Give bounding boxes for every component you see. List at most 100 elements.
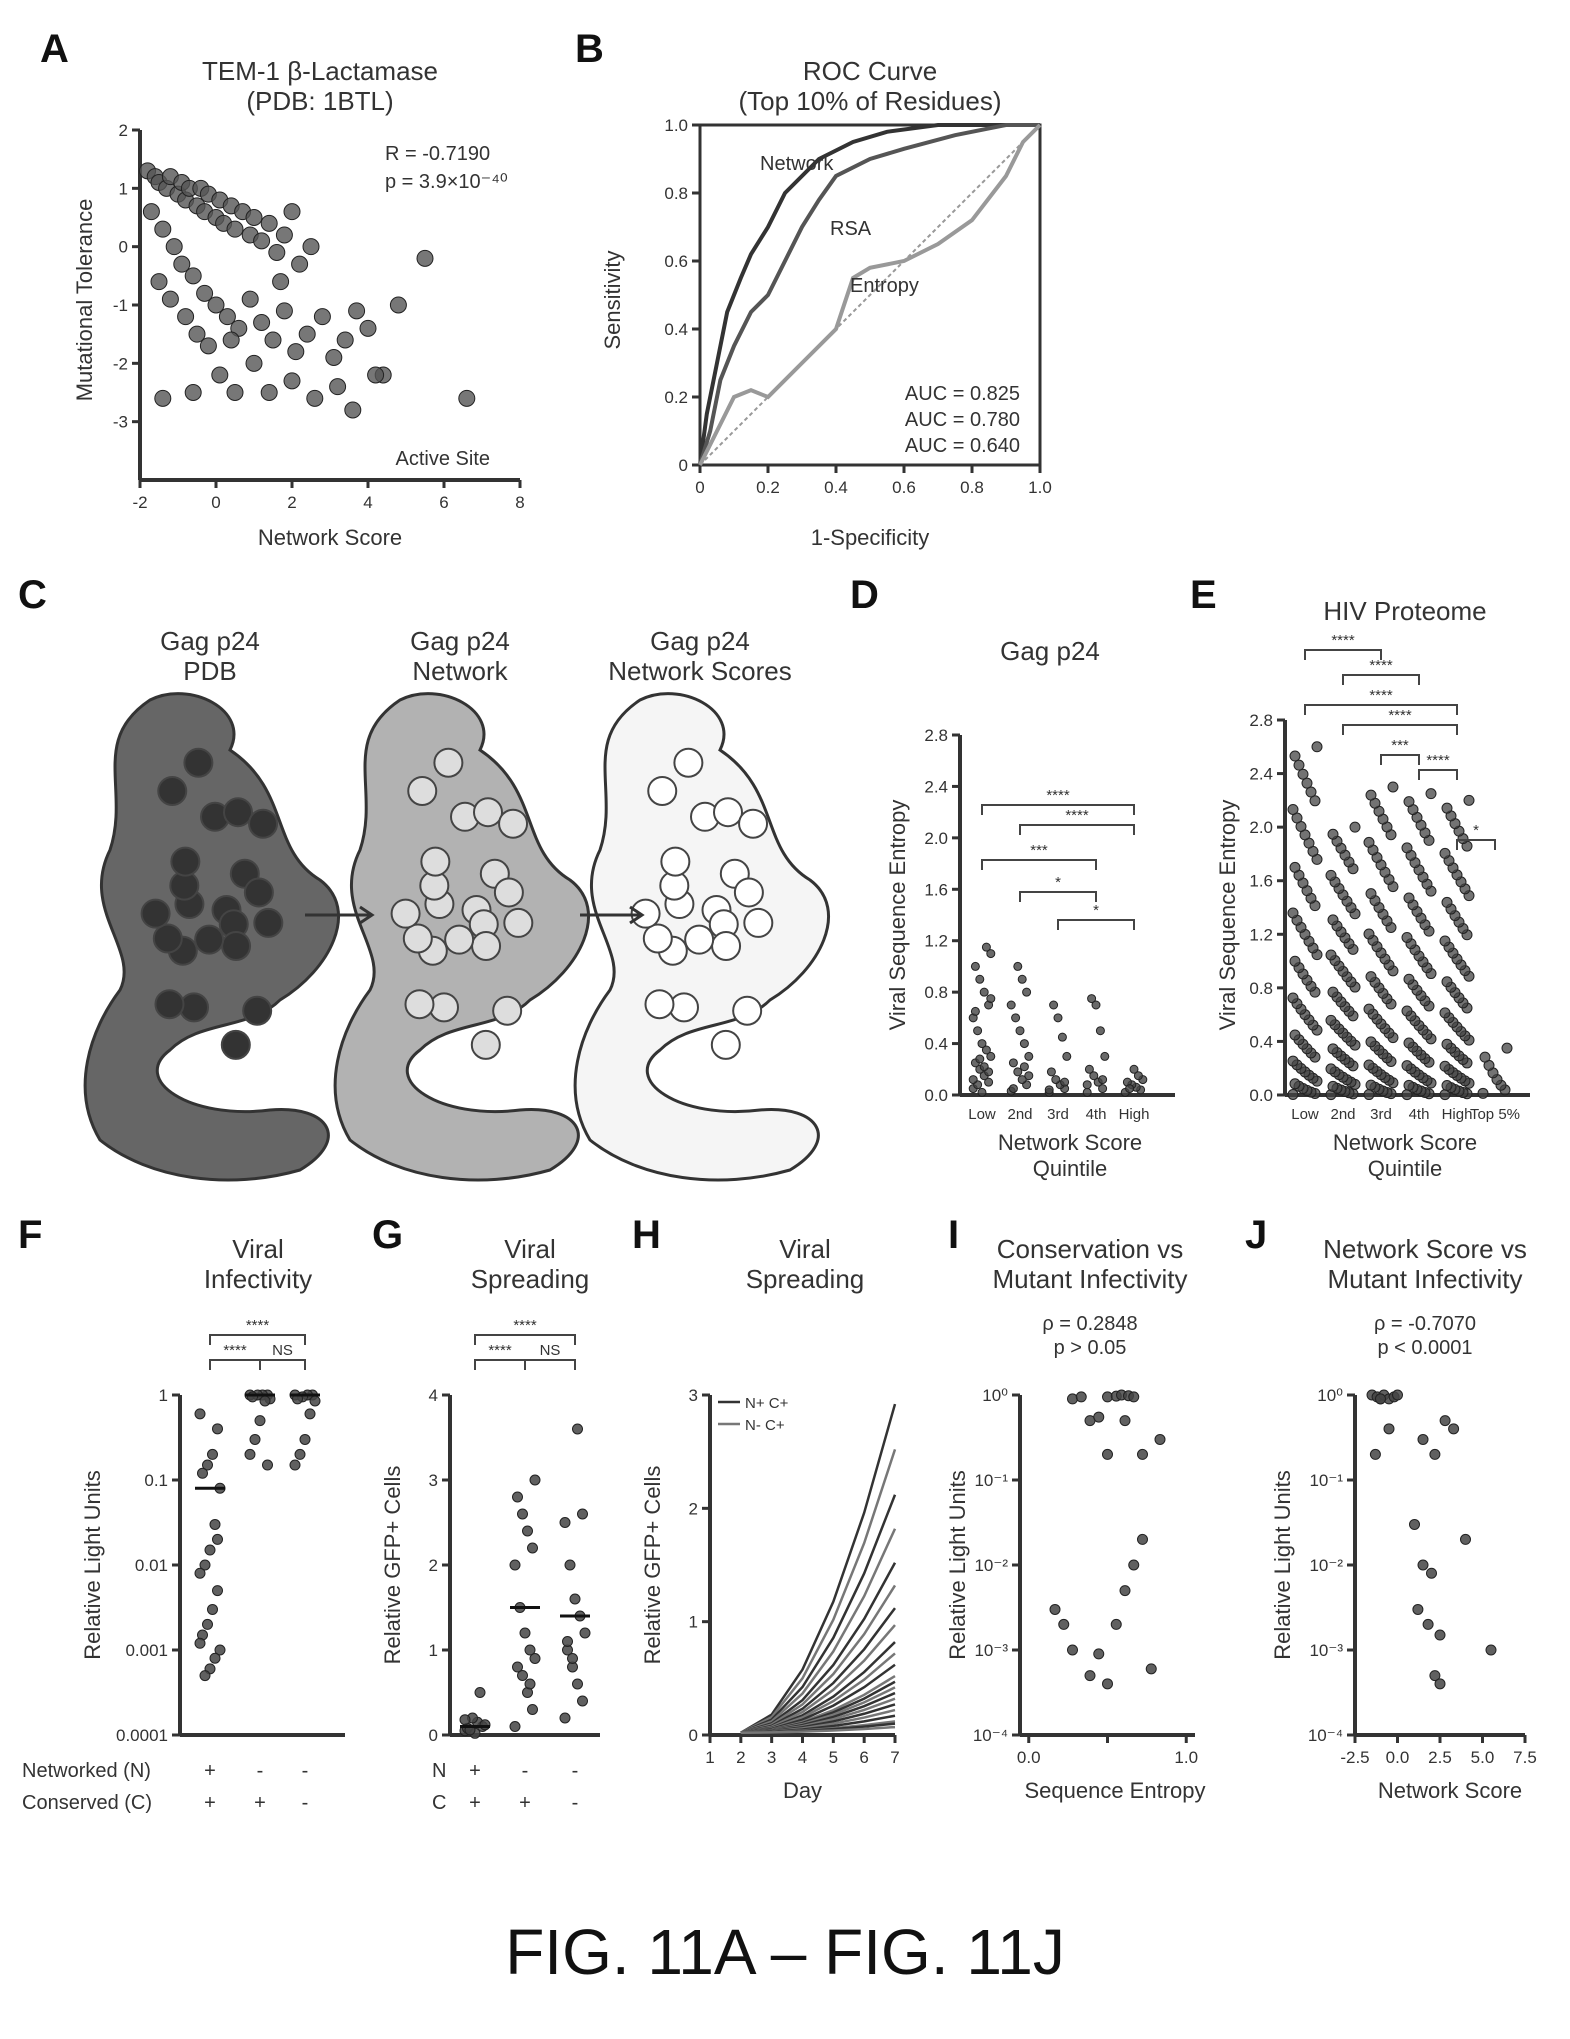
panel-c-residue-0-9 — [152, 923, 183, 954]
panel-e-sig-3-label: **** — [1388, 707, 1412, 724]
panel-b-xtick-label-0: 0 — [695, 478, 704, 497]
panel-f-point-1-10 — [262, 1459, 273, 1471]
panel-d-point-0-7 — [977, 1039, 987, 1049]
panel-d-category-4: High — [1119, 1106, 1150, 1123]
panel-a-point-31 — [173, 255, 191, 273]
panel-d-sig-4-label: * — [1093, 902, 1099, 919]
panel-d-point-0-11 — [979, 987, 989, 997]
panel-d-sig-0-bracket — [981, 804, 1135, 815]
panel-e-sig-1-bracket — [1342, 674, 1420, 685]
panel-g-ytick-label-4: 4 — [429, 1386, 438, 1405]
panel-j-point-15 — [1426, 1567, 1437, 1579]
panel-e-point-0-45 — [1289, 861, 1301, 873]
panel-g-row-value-0-2: - — [572, 1760, 579, 1782]
panel-h-curve-21 — [740, 1725, 896, 1734]
panel-d-point-2-10 — [1060, 1077, 1070, 1087]
panel-j-ytick-label-4: 10⁰ — [1317, 1386, 1343, 1405]
panel-d-ytick-label-3: 1.2 — [924, 932, 948, 951]
panel-d-point-2-7 — [1053, 1013, 1063, 1023]
panel-e-sig-1-label: **** — [1369, 657, 1393, 674]
panel-g-point-2-5 — [579, 1627, 591, 1639]
panel-a-point-27 — [302, 238, 320, 256]
panel-f-point-0-10 — [212, 1585, 223, 1597]
panel-a-point-43 — [313, 308, 331, 326]
panel-j-point-7 — [1369, 1448, 1381, 1460]
panel-d-point-1-2 — [1017, 1075, 1027, 1085]
panel-f-sig-2-label: NS — [272, 1342, 293, 1359]
panel-i-point-22 — [1110, 1618, 1122, 1630]
panel-j-point-14 — [1417, 1559, 1429, 1571]
panel-e-point-4-26 — [1439, 1007, 1451, 1019]
panel-a-point-51 — [161, 290, 179, 308]
panel-f-point-1-8 — [249, 1433, 261, 1445]
panel-f-point-1-6 — [259, 1395, 271, 1407]
panel-j-point-20 — [1460, 1533, 1471, 1545]
panel-a-point-65 — [458, 389, 476, 407]
panel-g-point-1-6 — [524, 1644, 536, 1656]
panel-h-curve-2 — [740, 1494, 897, 1734]
panel-a-point-41 — [287, 343, 305, 361]
panel-i-title-0: Conservation vs — [997, 1234, 1183, 1264]
panel-h-ytick-label-0: 0 — [689, 1726, 698, 1745]
panel-e-ytick-label-2: 0.8 — [1249, 979, 1273, 998]
panel-g-point-2-9 — [559, 1517, 571, 1528]
panel-letter-d: D — [850, 573, 879, 617]
panel-g-point-0-9 — [459, 1714, 471, 1726]
panel-e-point-4-58 — [1441, 802, 1453, 814]
panel-j-xtick-label-0: -2.5 — [1340, 1748, 1369, 1767]
panel-c-residue-0-17 — [140, 898, 171, 929]
panel-a-point-35 — [218, 308, 236, 326]
panel-f-point-0-17 — [199, 1670, 211, 1682]
panel-a-point-42 — [298, 325, 316, 343]
panel-c-residue-2-10 — [712, 797, 743, 828]
panel-e-point-3-45 — [1403, 892, 1415, 904]
panel-i-point-12 — [1049, 1603, 1061, 1615]
panel-d-sig-4-bracket — [1057, 919, 1135, 930]
panel-i-point-9 — [1102, 1448, 1113, 1460]
panel-a-ytick-label-0: -3 — [113, 413, 128, 432]
panel-d-sig-2-bracket — [981, 859, 1097, 870]
panel-d-sig-0-label: **** — [1046, 787, 1070, 804]
panel-d-category-2: 3rd — [1047, 1106, 1069, 1123]
panel-j-point-23 — [1375, 1393, 1386, 1405]
panel-j-point-10 — [1429, 1448, 1441, 1460]
panel-b-series-rsa — [698, 123, 1040, 466]
panel-d-point-1-3 — [1013, 1067, 1023, 1077]
panel-letter-i: I — [948, 1213, 959, 1257]
panel-e-sig-0-label: **** — [1331, 632, 1355, 649]
panel-g-point-1-13 — [512, 1491, 523, 1503]
panel-e-point-2-32 — [1365, 971, 1377, 983]
panel-e-sig-5-bracket — [1418, 769, 1458, 780]
panel-b-auc-1: AUC = 0.780 — [905, 409, 1020, 431]
panel-f-title-1: Infectivity — [204, 1264, 312, 1294]
panel-j-point-12 — [1448, 1423, 1460, 1435]
panel-c-residue-0-16 — [221, 930, 252, 961]
panel-b-xtick-label-1: 0.2 — [756, 478, 780, 497]
panel-i-point-17 — [1119, 1585, 1131, 1597]
panel-a-point-22 — [260, 214, 278, 232]
panel-letter-j: J — [1245, 1213, 1267, 1257]
panel-a-ytick-label-3: 0 — [119, 238, 128, 257]
panel-c-residue-1-19 — [444, 924, 475, 955]
panel-i-point-1 — [1075, 1391, 1087, 1403]
panel-g-sig-1-bracket — [474, 1359, 526, 1370]
panel-a-point-34 — [207, 296, 225, 314]
panel-d-sig-2-label: *** — [1030, 842, 1048, 859]
panel-d-ylabel: Viral Sequence Entropy — [885, 800, 910, 1031]
panel-d-point-0-18 — [968, 1075, 978, 1085]
panel-e-point-3-59 — [1425, 788, 1437, 800]
panel-e-point-1-19 — [1327, 1043, 1339, 1055]
panel-g-title-1: Spreading — [471, 1264, 590, 1294]
panel-d-sig-3-label: * — [1055, 874, 1061, 891]
panel-e-ylabel: Viral Sequence Entropy — [1215, 800, 1240, 1031]
panel-a-point-37 — [241, 290, 259, 308]
panel-j-point-13 — [1409, 1518, 1420, 1530]
panel-d-point-1-15 — [1019, 1062, 1029, 1072]
panel-i-xtick-label-0: 0.0 — [1017, 1748, 1041, 1767]
panel-g-point-2-0 — [559, 1712, 571, 1724]
panel-e-point-2-26 — [1363, 1003, 1375, 1015]
panel-a-point-26 — [291, 255, 309, 273]
panel-g-point-1-11 — [522, 1525, 533, 1537]
panel-g-sig-0-label: **** — [513, 1317, 537, 1334]
panel-d-point-0-12 — [975, 974, 985, 984]
